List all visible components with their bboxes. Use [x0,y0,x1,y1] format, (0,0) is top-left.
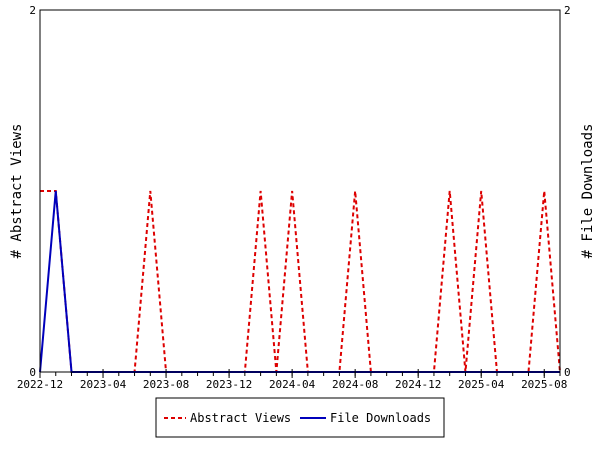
x-tick-label: 2025-08 [521,378,567,391]
y-tick-label-left: 2 [29,4,36,17]
legend-label-abstract-views: Abstract Views [190,411,291,425]
series-line-abstract-views [40,190,561,373]
x-tick-label: 2023-12 [206,378,252,391]
x-tick-label: 2025-04 [458,378,505,391]
x-tick-label: 2023-04 [80,378,127,391]
legend: Abstract Views File Downloads [155,397,445,438]
y-tick-label-left: 0 [29,366,36,379]
plot-frame [39,9,561,373]
y-axis-label-left: # Abstract Views [9,124,25,259]
y-tick-label-right: 0 [564,366,571,379]
y-axis-label-right: # File Downloads [580,124,596,259]
x-tick-label: 2022-12 [17,378,63,391]
x-tick-label: 2023-08 [143,378,189,391]
legend-label-file-downloads: File Downloads [330,411,431,425]
x-tick-label: 2024-12 [395,378,441,391]
y-tick-label-right: 2 [564,4,571,17]
x-tick-label: 2024-04 [269,378,316,391]
x-tick-label: 2024-08 [332,378,378,391]
